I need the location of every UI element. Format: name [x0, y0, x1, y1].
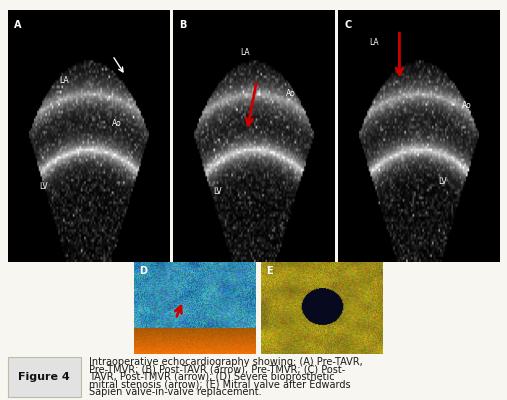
Text: Intraoperative echocardiography showing: (A) Pre-TAVR,: Intraoperative echocardiography showing:… — [89, 357, 363, 367]
Text: D: D — [139, 266, 147, 276]
Text: Ao: Ao — [462, 101, 472, 110]
Text: Ao: Ao — [113, 119, 122, 128]
Text: LA: LA — [59, 76, 69, 85]
Text: LA: LA — [241, 48, 250, 57]
Text: mitral stenosis (arrow); (E) Mitral valve after Edwards: mitral stenosis (arrow); (E) Mitral valv… — [89, 380, 350, 390]
Text: TAVR, Post-TMVR (arrow); (D) Severe bioprosthetic: TAVR, Post-TMVR (arrow); (D) Severe biop… — [89, 372, 334, 382]
Text: LV: LV — [214, 187, 223, 196]
Text: LA: LA — [369, 38, 378, 47]
Text: LV: LV — [39, 182, 47, 191]
Text: Pre-TMVR; (B) Post-TAVR (arrow), Pre-TMVR; (C) Post-: Pre-TMVR; (B) Post-TAVR (arrow), Pre-TMV… — [89, 364, 345, 374]
Text: B: B — [179, 20, 187, 30]
Text: Sapien valve-in-valve replacement.: Sapien valve-in-valve replacement. — [89, 387, 261, 397]
Text: A: A — [14, 20, 22, 30]
Text: Figure 4: Figure 4 — [18, 372, 70, 382]
Text: Ao: Ao — [286, 89, 296, 98]
Text: C: C — [345, 20, 352, 30]
Text: E: E — [266, 266, 273, 276]
Text: LV: LV — [439, 177, 447, 186]
